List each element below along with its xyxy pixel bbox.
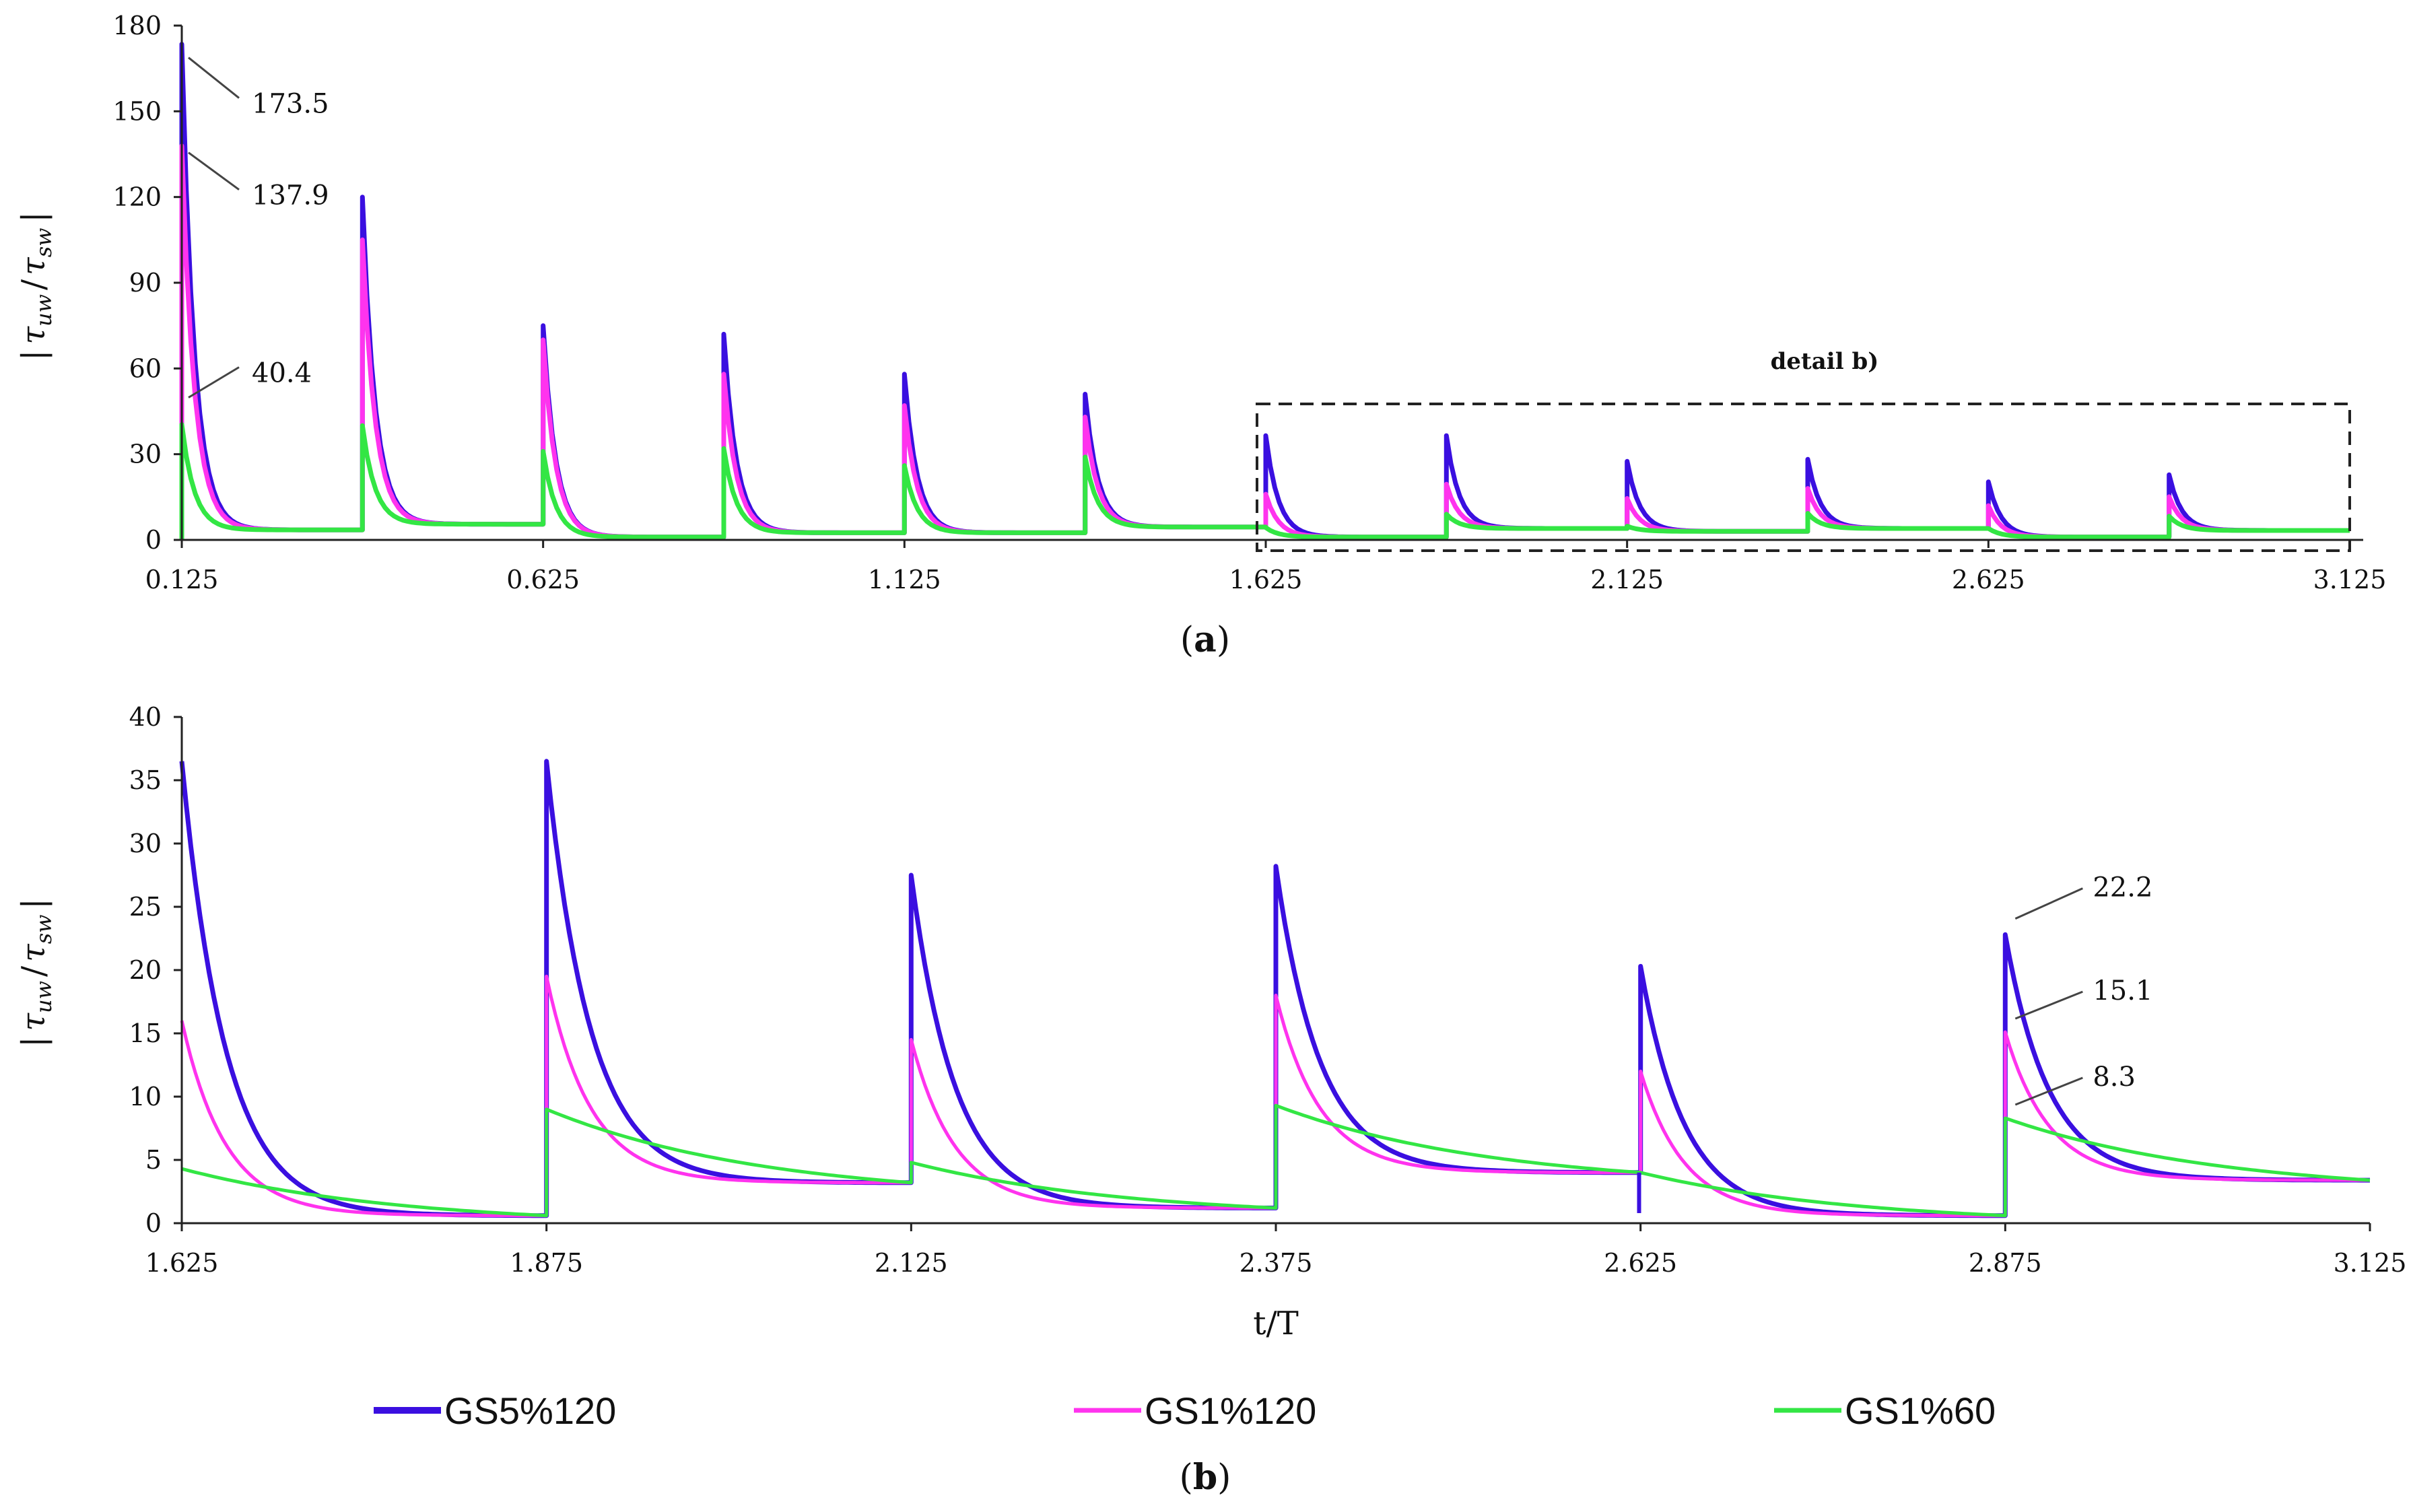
panel-a-y-tick-label: 150 [112,96,162,126]
panel-b-x-ticks: 1.625 1.875 2.125 2.375 2.625 2.875 3.125 [145,1223,2407,1278]
panel-b-label: (b) [1180,1457,1231,1498]
panel-a-y-tick-label: 120 [112,182,162,212]
panel-a-label: (a) [1180,619,1230,660]
legend-label: GS1%120 [1145,1389,1316,1432]
panel-a-x-tick-label: 0.125 [145,565,219,594]
detail-box [1256,403,2351,552]
panel-a-series [179,42,2350,540]
legend: GS5%120 GS1%120 GS1%60 [374,1389,1996,1432]
panel-b-x-tick-label: 1.625 [145,1248,219,1278]
panel-b-x-tick-label: 3.125 [2334,1248,2407,1278]
panel-a-x-tick-label: 2.625 [1952,565,2025,594]
annotation-leader [188,57,240,99]
panel-b-y-tick-label: 15 [129,1019,162,1048]
panel-b-x-tick-label: 2.125 [875,1248,948,1278]
annotation-leader [2014,887,2083,920]
panel-b-x-title: t/T [1253,1305,1298,1342]
panel-a-x-tick-label: 1.625 [1229,565,1303,594]
panel-a-x-tick-label: 2.125 [1590,565,1664,594]
panel-a-y-title: |τuw/τsw| [15,211,57,360]
panel-b-y-tick-label: 25 [129,892,162,922]
legend-label: GS5%120 [444,1389,616,1432]
panel-b-x-tick-label: 1.875 [510,1248,583,1278]
panel-a-x-tick-label: 3.125 [2313,565,2387,594]
panel-b-x-tick-label: 2.375 [1240,1248,1313,1278]
series-GS1-60-line [179,422,2350,540]
annotation-leader [188,366,240,399]
annotation-label: 8.3 [2093,1062,2136,1093]
annotation-label: 173.5 [252,89,329,120]
panel-b-y-tick-label: 30 [129,829,162,858]
panel-a-annotations: 173.5 137.9 40.4 [188,57,329,399]
panel-b-y-tick-label: 5 [145,1145,162,1175]
panel-b-series [179,759,2371,1218]
series-GS5-120-line [179,42,2350,540]
panel-b-y-tick-label: 35 [129,765,162,795]
panel-a-y-tick-label: 60 [129,353,162,383]
panel-b-y-tick-label: 0 [145,1208,162,1238]
annotation-leader [2014,1076,2083,1106]
panel-a-y-tick-label: 90 [129,268,162,298]
annotation-leader [188,151,240,191]
panel-a-x-ticks: 0.125 0.625 1.125 1.625 2.125 2.625 3.125 [145,540,2387,594]
panel-b-annotations: 22.2 15.1 8.3 [2014,872,2152,1106]
panel-b-y-title: |τuw/τsw| [15,898,57,1047]
panel-a-chart: 0 30 60 90 120 150 180 0.125 0.625 1.125 1.625 2.1… [15,11,2386,660]
detail-label: detail b) [1771,348,1879,375]
panel-a-y-tick-label: 30 [129,440,162,469]
panel-b-x-tick-label: 2.875 [1969,1248,2042,1278]
panel-b-y-tick-label: 10 [129,1082,162,1111]
annotation-label: 40.4 [252,358,312,389]
panel-b-x-tick-label: 2.625 [1604,1248,1677,1278]
panel-a-y-ticks: 0 30 60 90 120 150 180 [112,11,182,555]
annotation-label: 15.1 [2093,975,2152,1006]
annotation-leader [2014,990,2083,1020]
panel-b-y-tick-label: 40 [129,702,162,732]
panel-b-chart: 0 5 10 15 20 25 30 35 40 1.625 1.875 2.125 2.375 2.6… [15,702,2406,1342]
panel-a-y-tick-label: 0 [145,525,162,555]
annotation-label: 22.2 [2093,872,2152,903]
annotation-label: 137.9 [252,180,329,211]
panel-b-y-tick-label: 20 [129,955,162,985]
series-GS1-60-line [181,1103,2371,1218]
panel-a-x-tick-label: 0.625 [506,565,580,594]
legend-label: GS1%60 [1845,1389,1996,1432]
panel-b-y-ticks: 0 5 10 15 20 25 30 35 40 [129,702,182,1238]
panel-a-y-tick-label: 180 [112,11,162,40]
panel-a-x-tick-label: 1.125 [868,565,941,594]
